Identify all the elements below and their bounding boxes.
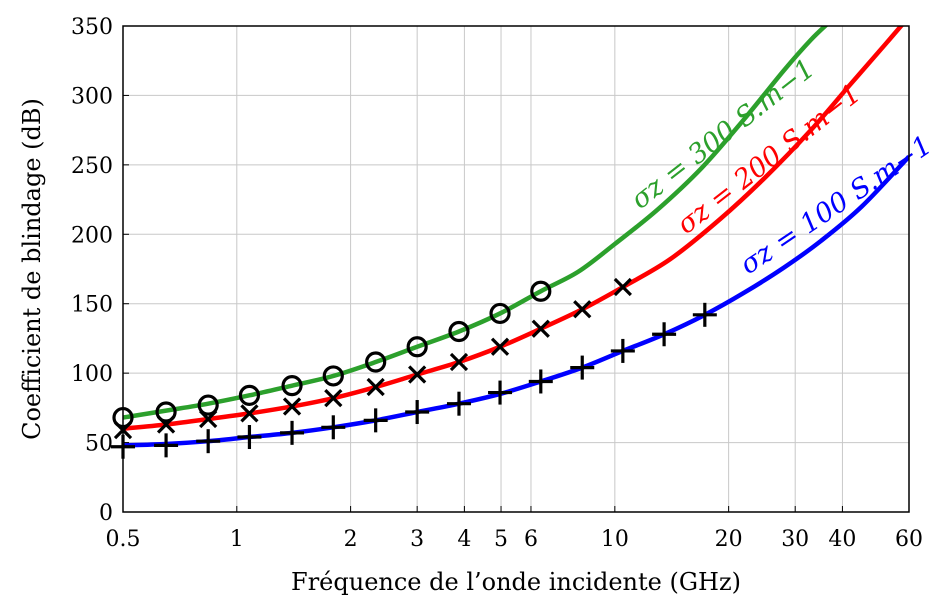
- circle-marker: [365, 351, 387, 373]
- y-tick-label: 300: [71, 84, 113, 109]
- cross-marker: [366, 377, 385, 397]
- cross-marker: [573, 300, 592, 319]
- y-tick-label: 150: [71, 293, 113, 318]
- cross-marker: [282, 397, 302, 416]
- x-tick-label: 0.5: [106, 527, 141, 552]
- y-tick-label: 200: [71, 223, 113, 248]
- plus-marker: [570, 355, 595, 380]
- circle-marker: [322, 365, 344, 387]
- series-line-1: [123, 26, 905, 431]
- x-tick-label: 5: [494, 527, 508, 552]
- plus-marker: [363, 408, 388, 433]
- plus-marker: [154, 433, 179, 458]
- plus-marker: [405, 400, 430, 425]
- circle-marker: [281, 375, 303, 397]
- plot-frame: [122, 25, 910, 513]
- y-tick-label: 0: [99, 501, 113, 526]
- cross-marker: [449, 352, 469, 372]
- circle-marker: [155, 401, 177, 423]
- x-tick-label: 2: [344, 527, 358, 552]
- x-tick-label: 30: [781, 527, 809, 552]
- cross-marker: [613, 277, 632, 297]
- plus-marker: [280, 420, 305, 445]
- x-tick-label: 40: [828, 527, 856, 552]
- circle-marker: [238, 384, 261, 406]
- plus-marker: [610, 338, 635, 363]
- y-tick-label: 50: [85, 432, 113, 457]
- x-axis-label: Fréquence de l’onde incidente (GHz): [291, 568, 741, 596]
- tick-labels: 0.5 1 2 3 4 5 6 10 20 30 40 60 0 50 100 150 200 250 300 350: [71, 15, 923, 552]
- plus-marker: [528, 369, 553, 394]
- circle-marker: [448, 320, 470, 343]
- x-tick-label: 4: [457, 527, 471, 552]
- plus-marker: [446, 391, 471, 416]
- x-tick-label: 3: [410, 527, 424, 552]
- series-line-0: [123, 26, 829, 420]
- cross-marker: [199, 409, 218, 429]
- circle-marker: [530, 280, 552, 302]
- circle-marker: [197, 394, 219, 416]
- y-tick-label: 250: [71, 154, 113, 179]
- series-line-2: [123, 154, 909, 448]
- x-tick-label: 6: [524, 527, 538, 552]
- plus-marker: [692, 302, 717, 327]
- cross-marker: [324, 389, 343, 408]
- cross-marker: [531, 319, 550, 338]
- circle-marker: [406, 336, 428, 358]
- plus-marker: [652, 322, 677, 347]
- plus-marker: [488, 380, 513, 405]
- cross-marker: [240, 404, 259, 423]
- y-tick-label: 350: [71, 15, 113, 40]
- x-tick-label: 10: [601, 527, 629, 552]
- x-tick-label: 20: [715, 527, 743, 552]
- plus-marker: [196, 429, 221, 454]
- x-tick-label: 60: [895, 527, 923, 552]
- plus-marker: [237, 425, 262, 450]
- y-axis-label: Coefficient de blindage (dB): [18, 98, 46, 440]
- series-markers: [111, 277, 717, 459]
- x-tick-label: 1: [230, 527, 244, 552]
- plus-marker: [321, 415, 346, 440]
- cross-marker: [408, 365, 427, 384]
- y-tick-label: 100: [71, 362, 113, 387]
- circle-marker: [489, 302, 511, 325]
- cross-marker: [156, 415, 176, 434]
- curve-annotations: σz = 300 S.m−1σz = 200 S.m−1σz = 100 S.m…: [625, 53, 929, 281]
- cross-marker: [490, 337, 510, 356]
